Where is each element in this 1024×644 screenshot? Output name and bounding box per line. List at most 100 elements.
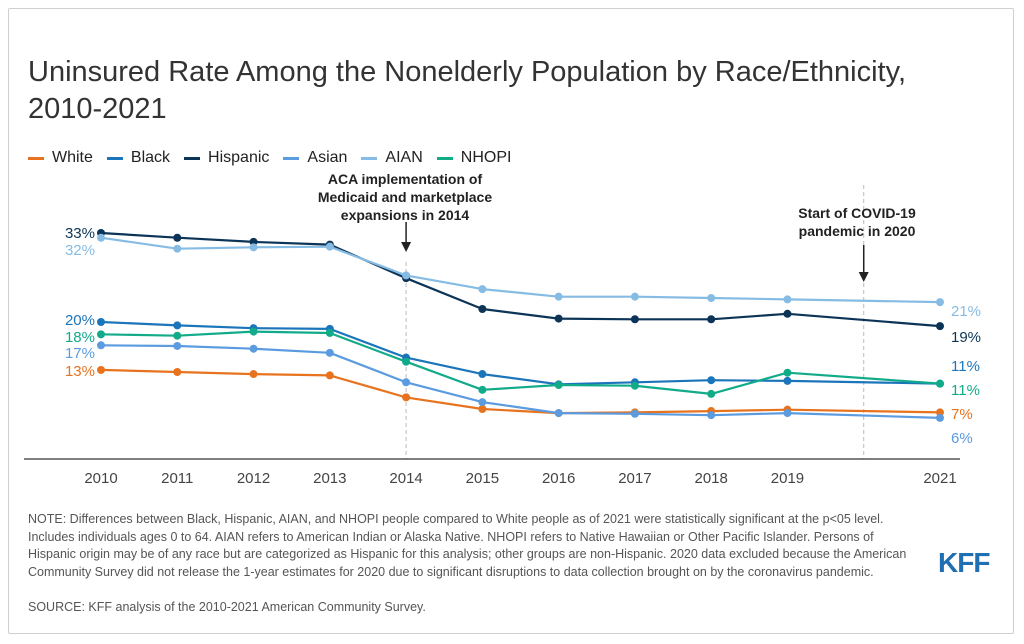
data-point-aian-2021 xyxy=(936,298,944,307)
x-tick-label-2018: 2018 xyxy=(694,470,727,487)
data-point-aian-2017 xyxy=(630,292,639,301)
legend-item-white: White xyxy=(28,149,93,167)
legend-swatch-black xyxy=(106,156,123,160)
data-point-hispanic-2012 xyxy=(249,237,258,246)
chart-title: Uninsured Rate Among the Nonelderly Popu… xyxy=(28,54,988,128)
data-point-aian-2011 xyxy=(173,244,182,253)
data-point-nhopi-2012 xyxy=(249,327,258,336)
data-point-black-2018 xyxy=(707,376,716,385)
data-point-nhopi-2016 xyxy=(554,381,563,390)
data-point-aian-2016 xyxy=(554,292,563,301)
data-point-nhopi-2013 xyxy=(325,328,334,337)
data-point-white-2015 xyxy=(478,404,487,413)
data-point-aian-2019 xyxy=(783,295,792,304)
data-point-hispanic-2017 xyxy=(630,315,639,324)
title-line-1: Uninsured Rate Among the Nonelderly Popu… xyxy=(28,56,907,88)
data-point-aian-2015 xyxy=(478,285,487,294)
data-point-aian-2014 xyxy=(402,271,411,280)
data-point-black-2011 xyxy=(173,321,182,330)
x-tick-label-2016: 2016 xyxy=(542,470,575,487)
data-point-asian-2015 xyxy=(478,398,487,407)
legend-label-black: Black xyxy=(130,149,171,166)
start-label-black: 20% xyxy=(65,312,95,329)
data-point-white-2010 xyxy=(97,365,105,374)
data-point-nhopi-2015 xyxy=(478,385,487,394)
start-label-nhopi: 18% xyxy=(65,329,95,346)
x-tick-label-2021: 2021 xyxy=(923,470,956,487)
chart-frame xyxy=(8,8,1014,634)
x-tick-label-2011: 2011 xyxy=(161,470,193,487)
x-tick-label-2015: 2015 xyxy=(466,470,499,487)
data-point-asian-2013 xyxy=(325,348,334,357)
series-line-nhopi xyxy=(100,330,941,395)
data-point-hispanic-2011 xyxy=(173,233,182,242)
end-label-hispanic: 19% xyxy=(951,329,981,346)
x-tick-label-2013: 2013 xyxy=(313,470,346,487)
annotation-text-2014-line-1: ACA implementation of xyxy=(328,171,483,187)
data-point-nhopi-2011 xyxy=(173,331,182,340)
data-point-white-2013 xyxy=(325,371,334,380)
data-point-white-2011 xyxy=(173,368,182,377)
data-point-asian-2014 xyxy=(402,378,411,387)
legend-label-nhopi: NHOPI xyxy=(460,149,512,166)
start-label-aian: 32% xyxy=(65,242,95,259)
data-point-white-2021 xyxy=(936,408,944,417)
data-point-asian-2018 xyxy=(707,411,716,420)
data-point-asian-2017 xyxy=(630,409,639,418)
legend-item-nhopi: NHOPI xyxy=(436,149,512,167)
legend-swatch-white xyxy=(28,156,44,160)
annotation-text-2014-line-2: Medicaid and marketplace xyxy=(318,189,493,205)
legend-label-white: White xyxy=(52,149,93,166)
legend-label-aian: AIAN xyxy=(385,149,423,166)
source-text: SOURCE: KFF analysis of the 2010-2021 Am… xyxy=(28,600,426,614)
data-point-nhopi-2019 xyxy=(783,368,792,377)
data-point-asian-2012 xyxy=(249,344,258,353)
legend-swatch-aian xyxy=(361,156,378,160)
legend-item-black: Black xyxy=(106,149,171,167)
annotation-arrow-head-2014 xyxy=(401,242,412,252)
legend-swatch-hispanic xyxy=(184,156,201,160)
kff-logo: KFF xyxy=(938,547,990,578)
data-point-nhopi-2018 xyxy=(707,389,716,398)
data-point-aian-2018 xyxy=(707,294,716,303)
annotation-text-2020-line-1: Start of COVID-19 xyxy=(798,205,916,221)
legend-item-aian: AIAN xyxy=(361,149,423,167)
data-point-hispanic-2019 xyxy=(783,309,792,318)
data-point-hispanic-2016 xyxy=(554,314,563,323)
data-point-white-2012 xyxy=(249,370,258,379)
data-point-hispanic-2015 xyxy=(478,304,487,313)
start-label-hispanic: 33% xyxy=(65,225,95,242)
legend-label-hispanic: Hispanic xyxy=(208,149,270,166)
legend-label-asian: Asian xyxy=(307,149,348,166)
x-tick-label-2017: 2017 xyxy=(618,470,651,487)
end-label-white: 7% xyxy=(951,406,973,423)
data-point-asian-2019 xyxy=(783,409,792,418)
legend-item-asian: Asian xyxy=(283,149,347,167)
data-point-nhopi-2014 xyxy=(402,357,411,366)
data-point-hispanic-2018 xyxy=(707,315,716,324)
data-point-white-2014 xyxy=(402,393,411,402)
note-text: NOTE: Differences between Black, Hispani… xyxy=(28,512,907,579)
annotation-text-2020-line-2: pandemic in 2020 xyxy=(799,223,916,239)
line-chart: 2010 2011 2012 2013 2014 2015 2016 2017 2018 2019… xyxy=(24,171,981,487)
start-label-white: 13% xyxy=(65,363,95,380)
data-point-black-2010 xyxy=(97,318,105,326)
annotation-arrow-head-2020 xyxy=(858,272,869,282)
end-label-nhopi: 11% xyxy=(951,382,980,399)
x-tick-label-2012: 2012 xyxy=(237,470,270,487)
data-point-aian-2010 xyxy=(97,233,105,242)
legend-swatch-nhopi xyxy=(436,156,453,160)
legend: White Black Hispanic Asian AIAN NHOPI xyxy=(28,148,525,168)
annotation-text-2014-line-3: expansions in 2014 xyxy=(341,207,470,223)
title-line-2: 2010-2021 xyxy=(28,93,167,125)
data-point-black-2015 xyxy=(478,370,487,379)
end-label-black: 11% xyxy=(951,358,980,375)
data-point-asian-2010 xyxy=(97,341,105,350)
data-point-nhopi-2010 xyxy=(97,330,105,339)
end-label-asian: 6% xyxy=(951,430,973,447)
legend-swatch-asian xyxy=(283,156,300,160)
data-point-nhopi-2021 xyxy=(936,379,944,388)
x-tick-label-2019: 2019 xyxy=(771,470,804,487)
x-tick-label-2010: 2010 xyxy=(84,470,117,487)
data-point-nhopi-2017 xyxy=(630,381,639,390)
